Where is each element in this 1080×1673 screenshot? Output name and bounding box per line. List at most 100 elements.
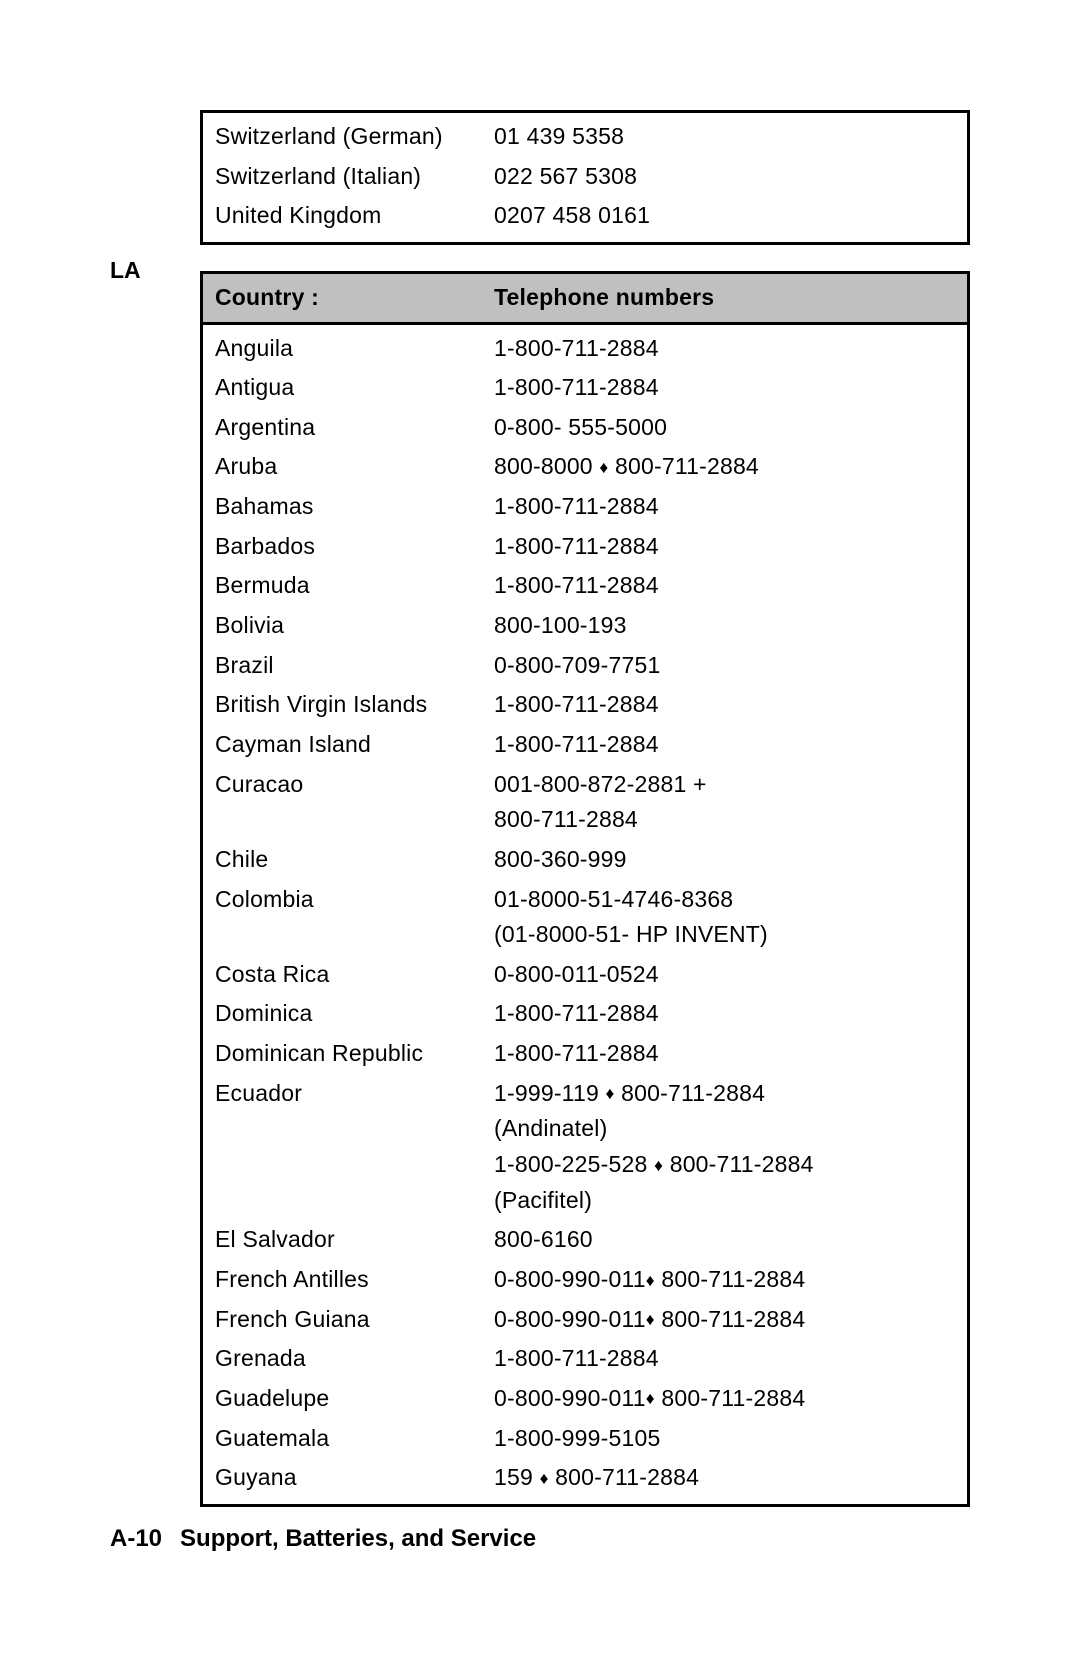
diamond-icon: ♦ <box>646 1267 655 1294</box>
cell-phone: 01-8000-51-4746-8368(01-8000-51- HP INVE… <box>488 882 967 953</box>
cell-phone: 0-800-990-011♦ 800-711-2884 <box>488 1262 967 1298</box>
table-row: Dominica1-800-711-2884 <box>203 994 967 1034</box>
cell-phone: 0-800-990-011♦ 800-711-2884 <box>488 1302 967 1338</box>
cell-phone: 01 439 5358 <box>488 119 967 155</box>
cell-phone: 0207 458 0161 <box>488 198 967 234</box>
upper-table-body: Switzerland (German)01 439 5358Switzerla… <box>203 113 967 242</box>
table-row: Aruba800-8000 ♦ 800-711-2884 <box>203 447 967 487</box>
cell-country: Bolivia <box>203 608 488 644</box>
cell-phone: 1-800-711-2884 <box>488 727 967 763</box>
cell-phone: 800-100-193 <box>488 608 967 644</box>
diamond-icon: ♦ <box>646 1306 655 1333</box>
table-row: Ecuador1-999-119 ♦ 800-711-2884(Andinate… <box>203 1074 967 1221</box>
main-table-body: Anguila1-800-711-2884Antigua1-800-711-28… <box>203 325 967 1504</box>
table-row: Barbados1-800-711-2884 <box>203 527 967 567</box>
cell-country: Cayman Island <box>203 727 488 763</box>
table-row: Bahamas1-800-711-2884 <box>203 487 967 527</box>
cell-phone: 1-800-711-2884 <box>488 489 967 525</box>
cell-phone: 1-800-711-2884 <box>488 687 967 723</box>
table-row: French Guiana0-800-990-011♦ 800-711-2884 <box>203 1300 967 1340</box>
cell-phone: 1-800-711-2884 <box>488 331 967 367</box>
diamond-icon: ♦ <box>654 1152 663 1179</box>
cell-country: Dominican Republic <box>203 1036 488 1072</box>
table-row: Bolivia800-100-193 <box>203 606 967 646</box>
cell-phone: 0-800-011-0524 <box>488 957 967 993</box>
cell-phone: 1-800-711-2884 <box>488 996 967 1032</box>
cell-phone: 0-800-990-011♦ 800-711-2884 <box>488 1381 967 1417</box>
table-row: El Salvador800-6160 <box>203 1220 967 1260</box>
cell-country: Barbados <box>203 529 488 565</box>
page-number: A-10 <box>110 1525 162 1552</box>
cell-phone: 800-8000 ♦ 800-711-2884 <box>488 449 967 485</box>
cell-phone: 1-800-999-5105 <box>488 1421 967 1457</box>
cell-country: United Kingdom <box>203 198 488 234</box>
table-row: United Kingdom0207 458 0161 <box>203 196 967 236</box>
footer: A-10 Support, Batteries, and Service <box>110 1525 536 1553</box>
table-row: British Virgin Islands1-800-711-2884 <box>203 685 967 725</box>
cell-phone: 1-800-711-2884 <box>488 1036 967 1072</box>
cell-country: Antigua <box>203 370 488 406</box>
table-row: Bermuda1-800-711-2884 <box>203 566 967 606</box>
table-row: Dominican Republic1-800-711-2884 <box>203 1034 967 1074</box>
cell-country: Switzerland (German) <box>203 119 488 155</box>
cell-country: Curacao <box>203 767 488 838</box>
cell-country: Guadelupe <box>203 1381 488 1417</box>
cell-phone: 1-800-711-2884 <box>488 568 967 604</box>
cell-country: Bermuda <box>203 568 488 604</box>
table-row: Chile800-360-999 <box>203 840 967 880</box>
cell-phone: 1-800-711-2884 <box>488 1341 967 1377</box>
cell-phone: 1-999-119 ♦ 800-711-2884(Andinatel)1-800… <box>488 1076 967 1219</box>
cell-phone: 1-800-711-2884 <box>488 529 967 565</box>
table-row: Cayman Island1-800-711-2884 <box>203 725 967 765</box>
cell-phone: 001-800-872-2881 +800-711-2884 <box>488 767 967 838</box>
cell-phone: 800-6160 <box>488 1222 967 1258</box>
table-row: Guatemala1-800-999-5105 <box>203 1419 967 1459</box>
header-country: Country : <box>203 274 488 322</box>
table-header-row: Country : Telephone numbers <box>203 274 967 325</box>
cell-country: El Salvador <box>203 1222 488 1258</box>
cell-phone: 800-360-999 <box>488 842 967 878</box>
footer-title: Support, Batteries, and Service <box>180 1525 536 1552</box>
table-row: Anguila1-800-711-2884 <box>203 329 967 369</box>
cell-phone: 022 567 5308 <box>488 159 967 195</box>
cell-country: Brazil <box>203 648 488 684</box>
table-row: Guadelupe0-800-990-011♦ 800-711-2884 <box>203 1379 967 1419</box>
table-row: Switzerland (German)01 439 5358 <box>203 117 967 157</box>
table-row: Switzerland (Italian)022 567 5308 <box>203 157 967 197</box>
cell-phone: 1-800-711-2884 <box>488 370 967 406</box>
cell-country: Chile <box>203 842 488 878</box>
upper-table: Switzerland (German)01 439 5358Switzerla… <box>200 110 970 245</box>
cell-phone: 159 ♦ 800-711-2884 <box>488 1460 967 1496</box>
page: Switzerland (German)01 439 5358Switzerla… <box>0 0 1080 1507</box>
table-row: Grenada1-800-711-2884 <box>203 1339 967 1379</box>
cell-country: Bahamas <box>203 489 488 525</box>
table-row: Costa Rica0-800-011-0524 <box>203 955 967 995</box>
cell-country: Anguila <box>203 331 488 367</box>
table-row: Brazil0-800-709-7751 <box>203 646 967 686</box>
header-phone: Telephone numbers <box>488 274 967 322</box>
cell-phone: 0-800- 555-5000 <box>488 410 967 446</box>
cell-country: Argentina <box>203 410 488 446</box>
table-row: French Antilles0-800-990-011♦ 800-711-28… <box>203 1260 967 1300</box>
table-row: Colombia01-8000-51-4746-8368(01-8000-51-… <box>203 880 967 955</box>
cell-country: Guatemala <box>203 1421 488 1457</box>
table-row: Curacao001-800-872-2881 +800-711-2884 <box>203 765 967 840</box>
diamond-icon: ♦ <box>599 454 608 481</box>
cell-phone: 0-800-709-7751 <box>488 648 967 684</box>
table-row: Antigua1-800-711-2884 <box>203 368 967 408</box>
region-label: LA <box>110 257 141 284</box>
cell-country: Grenada <box>203 1341 488 1377</box>
cell-country: Aruba <box>203 449 488 485</box>
cell-country: Costa Rica <box>203 957 488 993</box>
diamond-icon: ♦ <box>646 1385 655 1412</box>
cell-country: Switzerland (Italian) <box>203 159 488 195</box>
cell-country: Dominica <box>203 996 488 1032</box>
diamond-icon: ♦ <box>540 1465 549 1492</box>
cell-country: Ecuador <box>203 1076 488 1219</box>
cell-country: French Guiana <box>203 1302 488 1338</box>
cell-country: Colombia <box>203 882 488 953</box>
cell-country: British Virgin Islands <box>203 687 488 723</box>
main-table: Country : Telephone numbers Anguila1-800… <box>200 271 970 1507</box>
cell-country: French Antilles <box>203 1262 488 1298</box>
table-row: Argentina0-800- 555-5000 <box>203 408 967 448</box>
